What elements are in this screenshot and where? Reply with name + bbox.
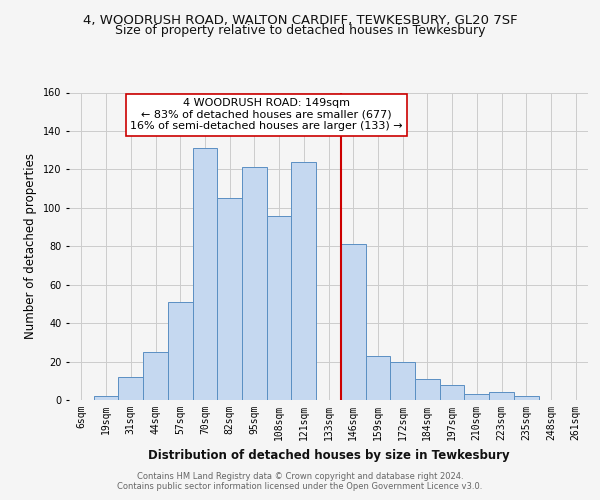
Bar xyxy=(193,148,217,400)
Bar xyxy=(390,362,415,400)
Bar xyxy=(464,394,489,400)
Text: Contains public sector information licensed under the Open Government Licence v3: Contains public sector information licen… xyxy=(118,482,482,491)
Bar xyxy=(267,216,292,400)
Text: Distribution of detached houses by size in Tewkesbury: Distribution of detached houses by size … xyxy=(148,450,509,462)
Bar xyxy=(341,244,365,400)
Bar xyxy=(242,168,267,400)
Bar xyxy=(217,198,242,400)
Bar xyxy=(365,356,390,400)
Bar xyxy=(168,302,193,400)
Bar xyxy=(415,379,440,400)
Text: 4 WOODRUSH ROAD: 149sqm
← 83% of detached houses are smaller (677)
16% of semi-d: 4 WOODRUSH ROAD: 149sqm ← 83% of detache… xyxy=(130,98,403,132)
Bar xyxy=(118,377,143,400)
Text: Size of property relative to detached houses in Tewkesbury: Size of property relative to detached ho… xyxy=(115,24,485,37)
Bar xyxy=(440,384,464,400)
Bar xyxy=(489,392,514,400)
Text: 4, WOODRUSH ROAD, WALTON CARDIFF, TEWKESBURY, GL20 7SF: 4, WOODRUSH ROAD, WALTON CARDIFF, TEWKES… xyxy=(83,14,517,27)
Text: Contains HM Land Registry data © Crown copyright and database right 2024.: Contains HM Land Registry data © Crown c… xyxy=(137,472,463,481)
Bar xyxy=(292,162,316,400)
Bar xyxy=(94,396,118,400)
Bar xyxy=(514,396,539,400)
Y-axis label: Number of detached properties: Number of detached properties xyxy=(25,153,37,339)
Bar xyxy=(143,352,168,400)
